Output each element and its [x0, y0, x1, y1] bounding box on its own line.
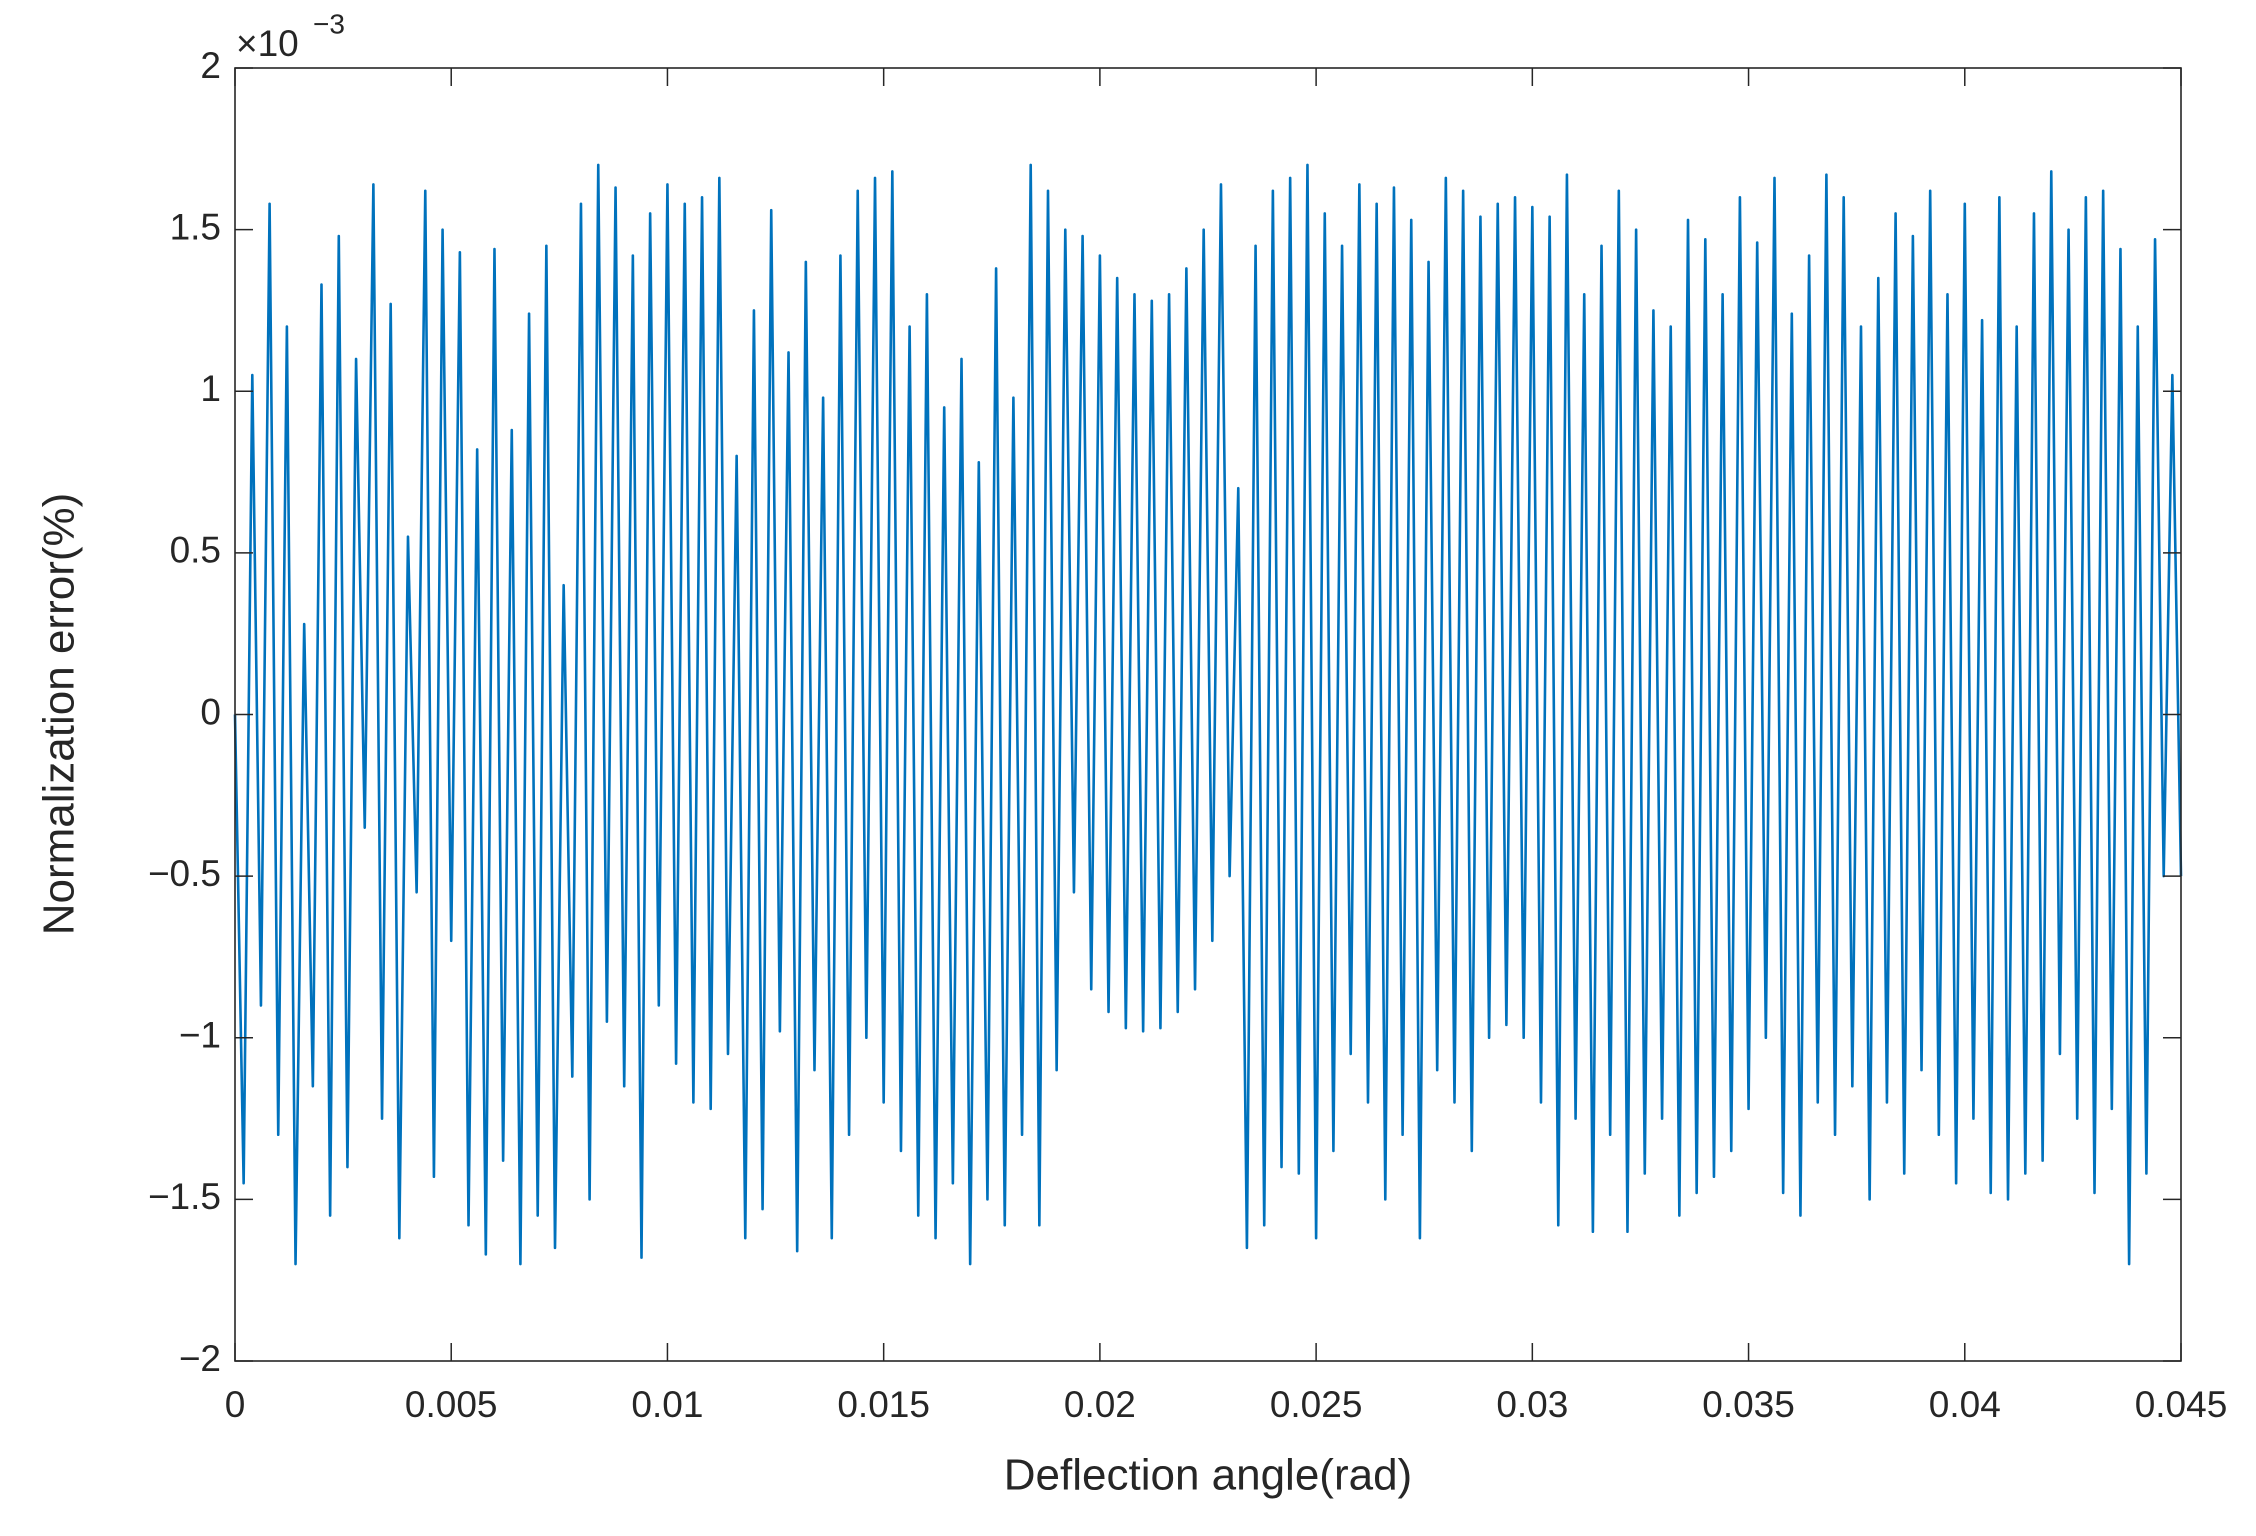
x-axis-label: Deflection angle(rad) — [1004, 1451, 1412, 1500]
data-line — [233, 163, 2183, 1266]
y-tick-label: −2 — [179, 1338, 221, 1379]
y-tick-label: −1 — [179, 1015, 221, 1056]
y-axis-label: Normalization error(%) — [35, 493, 84, 936]
y-tick-label: 1.5 — [170, 206, 221, 247]
x-tick-label: 0.045 — [2135, 1384, 2228, 1425]
y-tick-label: 1 — [200, 368, 221, 409]
x-tick-label: 0.015 — [837, 1384, 930, 1425]
axes-box — [234, 67, 2182, 1362]
x-tick-label: 0.025 — [1270, 1384, 1363, 1425]
y-tick-label: 2 — [200, 45, 221, 86]
y-tick-label: 0.5 — [170, 530, 221, 571]
x-tick-label: 0.03 — [1496, 1384, 1568, 1425]
x-tick-label: 0 — [225, 1384, 246, 1425]
x-tick-label: 0.005 — [405, 1384, 498, 1425]
x-tick-label: 0.01 — [631, 1384, 703, 1425]
x-tick-label: 0.04 — [1929, 1384, 2001, 1425]
y-scale-label: ×10 — [236, 23, 299, 64]
plot-area — [235, 68, 2181, 1361]
y-scale-exponent: −3 — [313, 8, 345, 39]
x-tick-label: 0.02 — [1064, 1384, 1136, 1425]
y-tick-label: −0.5 — [148, 853, 221, 894]
x-tick-label: 0.035 — [1702, 1384, 1795, 1425]
y-tick-label: −1.5 — [148, 1176, 221, 1217]
y-tick-label: 0 — [200, 691, 221, 732]
